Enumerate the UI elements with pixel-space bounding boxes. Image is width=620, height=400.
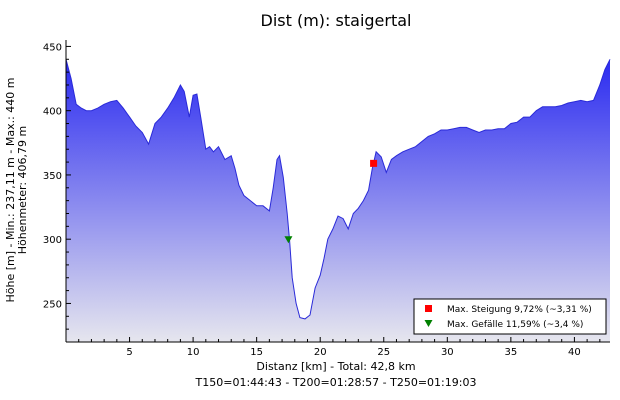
max-steigung-marker [370, 159, 378, 167]
x-ticks: 5 10 15 20 25 30 35 40 [78, 337, 601, 358]
y-tick-label: 250 [43, 299, 62, 310]
axes [65, 40, 610, 343]
x-tick-label: 40 [568, 347, 581, 358]
legend-steigung-marker [425, 305, 432, 312]
y-tick-label: 350 [43, 171, 62, 182]
y-axis-label-line1: Höhe [m] - Min.: 237,11 m - Max.: 440 m [4, 77, 17, 302]
y-ticks: 250 300 350 400 450 [43, 42, 71, 343]
y-tick-label: 450 [43, 42, 62, 53]
y-tick-label: 300 [43, 235, 62, 246]
x-tick-label: 30 [441, 347, 454, 358]
chart-title: Dist (m): staigertal [261, 11, 412, 30]
elevation-line [65, 59, 611, 320]
marker-group [284, 159, 378, 244]
x-axis-label: Distanz [km] - Total: 42,8 km [256, 360, 415, 373]
legend-box [413, 298, 607, 335]
legend-gefaelle-marker [424, 320, 433, 327]
x-tick-label: 25 [377, 347, 390, 358]
elevation-fill [66, 59, 610, 343]
y-axis-label-line2: Höhenmeter: 406,79 m [16, 126, 29, 255]
x-tick-label: 5 [126, 347, 132, 358]
legend-gefaelle-label: Max. Gefälle 11,59% (~3,4 %) [447, 320, 583, 330]
legend-steigung-label: Max. Steigung 9,72% (~3,31 %) [447, 305, 592, 315]
x-tick-label: 15 [250, 347, 263, 358]
max-gefaelle-marker [284, 236, 293, 244]
x-tick-label: 35 [504, 347, 517, 358]
legend: Max. Steigung 9,72% (~3,31 %) Max. Gefäl… [413, 298, 607, 335]
time-estimates: T150=01:44:43 - T200=01:28:57 - T250=01:… [195, 376, 477, 389]
elevation-area [65, 59, 611, 343]
x-tick-label: 10 [187, 347, 200, 358]
y-tick-label: 400 [43, 107, 62, 118]
x-tick-label: 20 [314, 347, 327, 358]
